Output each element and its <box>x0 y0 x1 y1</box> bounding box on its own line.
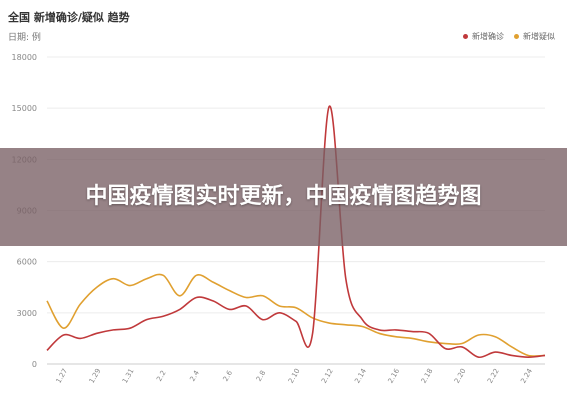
x-tick-label-2.12: 2.12 <box>320 367 335 385</box>
x-tick-label-2.10: 2.10 <box>287 367 302 385</box>
x-tick-label-2.24: 2.24 <box>519 367 534 385</box>
legend-swatch-suspected <box>514 34 519 39</box>
legend-item-confirmed[interactable]: 新增确诊 <box>463 31 504 42</box>
chart-title: 全国 新增确诊/疑似 趋势 <box>8 11 130 24</box>
legend-label-suspected: 新增疑似 <box>523 32 555 41</box>
x-tick-label-2.4: 2.4 <box>188 369 201 383</box>
series-confirmed-line <box>46 105 546 359</box>
x-tick-label-1.31: 1.31 <box>121 367 136 385</box>
y-tick-label-0: 0 <box>32 360 37 369</box>
y-tick-label-6000: 6000 <box>17 258 37 267</box>
legend-item-suspected[interactable]: 新增疑似 <box>514 31 555 42</box>
series-suspected-line <box>46 273 546 357</box>
legend-label-confirmed: 新增确诊 <box>472 32 504 41</box>
x-tick-label-2.6: 2.6 <box>222 369 235 383</box>
x-tick-label-2.14: 2.14 <box>353 367 368 385</box>
x-tick-label-1.27: 1.27 <box>55 367 70 385</box>
x-tick-label-2.8: 2.8 <box>255 369 267 383</box>
x-tick-label-2.16: 2.16 <box>387 367 402 385</box>
x-tick-label-2.2: 2.2 <box>155 369 167 383</box>
legend: 新增确诊 新增疑似 <box>463 31 555 42</box>
x-tick-label-1.29: 1.29 <box>88 367 103 385</box>
x-tick-label-2.18: 2.18 <box>420 367 435 385</box>
y-tick-label-18000: 18000 <box>12 53 37 62</box>
unit-label: 日期: 例 <box>8 33 41 43</box>
y-tick-label-3000: 3000 <box>17 309 37 318</box>
y-tick-label-15000: 15000 <box>12 104 37 113</box>
legend-swatch-confirmed <box>463 34 468 39</box>
x-tick-label-2.20: 2.20 <box>453 367 468 385</box>
x-tick-label-2.22: 2.22 <box>486 367 501 385</box>
title-banner-overlay: 中国疫情图实时更新，中国疫情图趋势图 <box>0 148 567 246</box>
banner-headline: 中国疫情图实时更新，中国疫情图趋势图 <box>85 184 482 209</box>
